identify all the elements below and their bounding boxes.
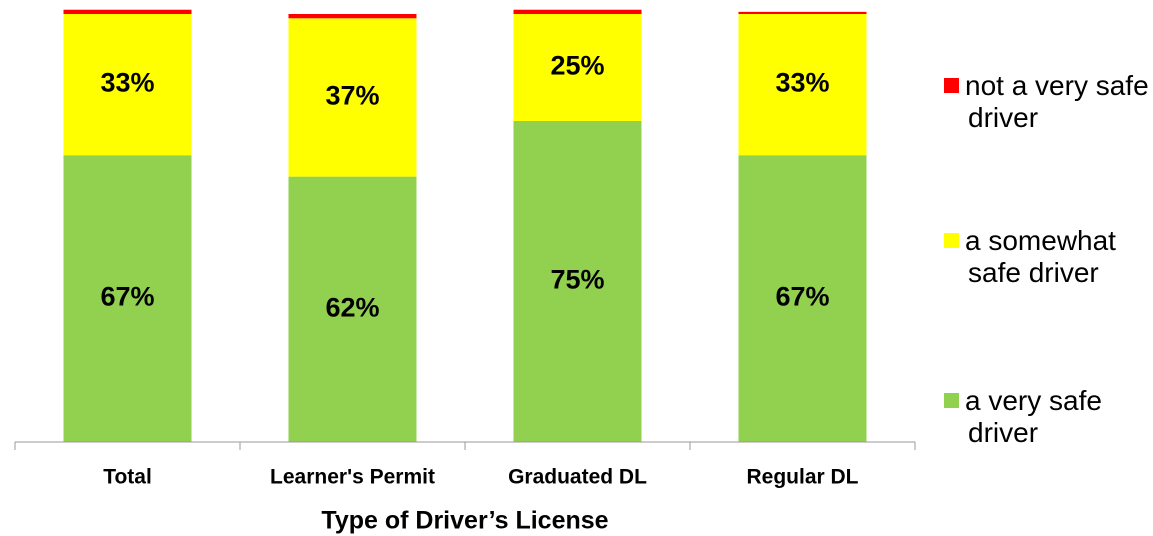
- legend-swatch: [944, 233, 959, 248]
- legend-label: a somewhat safe driver: [965, 225, 1116, 288]
- legend-entry: a very safe driver: [938, 385, 1153, 449]
- bar-segment: [738, 11, 867, 14]
- bar-segment: [63, 9, 192, 14]
- bar-segment: [738, 155, 867, 443]
- x-tick-label: Total: [103, 466, 152, 489]
- legend-entry: not a very safe driver: [938, 70, 1153, 134]
- data-label: 37%: [325, 81, 379, 111]
- bar-segment: [288, 14, 417, 19]
- x-axis-title: Type of Driver’s License: [321, 507, 608, 535]
- x-tick-label: Regular DL: [746, 466, 858, 489]
- legend-label: a very safe driver: [965, 385, 1102, 448]
- data-label: 25%: [550, 51, 604, 81]
- bar-segment: [63, 14, 192, 156]
- data-label: 67%: [775, 282, 829, 312]
- data-label: 33%: [100, 68, 154, 98]
- bar-segment: [288, 176, 417, 442]
- bar-segment: [738, 14, 867, 156]
- bar-segment: [513, 121, 642, 442]
- data-label: 62%: [325, 292, 379, 322]
- bar-segment: [513, 9, 642, 14]
- data-label: 67%: [100, 282, 154, 312]
- bar-segment: [513, 14, 642, 121]
- bar-segment: [63, 155, 192, 443]
- legend-swatch: [944, 393, 959, 408]
- bar-segment: [288, 18, 417, 177]
- legend-label: not a very safe driver: [965, 70, 1149, 133]
- data-label: 75%: [550, 265, 604, 295]
- x-tick-label: Graduated DL: [508, 466, 647, 489]
- legend-entry: a somewhat safe driver: [938, 225, 1153, 289]
- data-label: 33%: [775, 68, 829, 98]
- legend-swatch: [944, 78, 959, 93]
- x-tick-label: Learner's Permit: [270, 466, 435, 489]
